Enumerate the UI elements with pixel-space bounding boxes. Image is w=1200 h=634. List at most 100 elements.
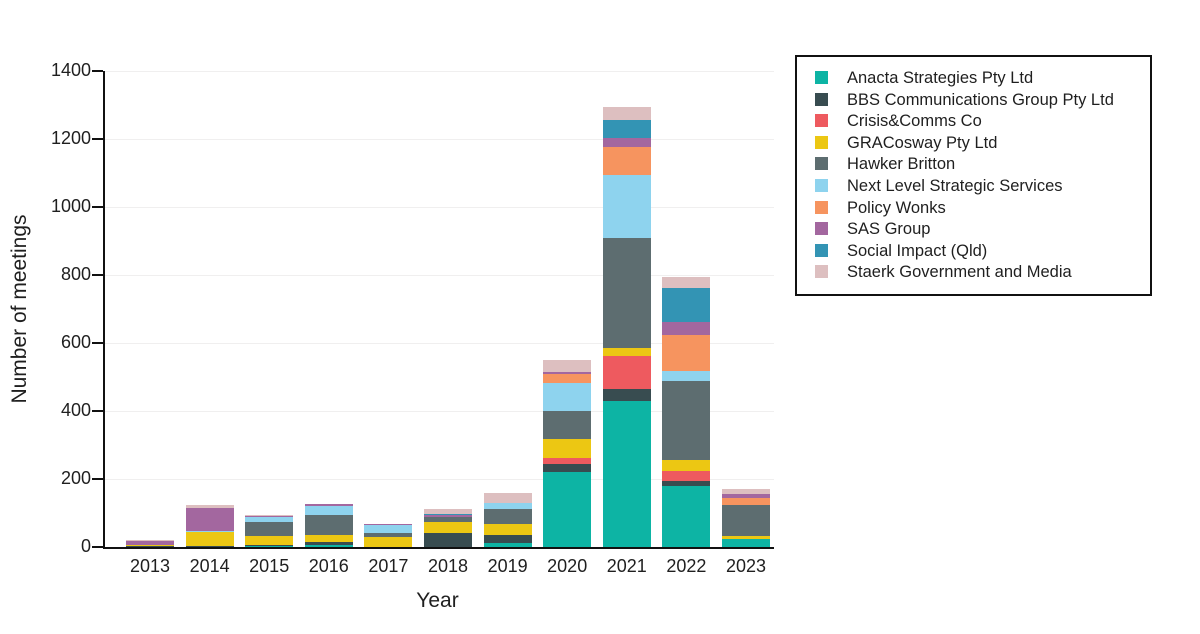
legend-item: Staerk Government and Media bbox=[815, 262, 1138, 284]
legend-swatch-icon bbox=[815, 71, 828, 84]
bar-segment-2017-gracosway-pty-ltd bbox=[364, 537, 413, 547]
legend-item: GRACosway Pty Ltd bbox=[815, 133, 1138, 155]
legend-label: Anacta Strategies Pty Ltd bbox=[847, 69, 1034, 87]
ytick-label-0: 0 bbox=[80, 536, 91, 556]
bar-segment-2018-sas-group bbox=[424, 515, 472, 517]
xtick-label-2021: 2021 bbox=[606, 556, 647, 576]
bar-segment-2022-hawker-britton bbox=[662, 381, 711, 460]
bar-2019 bbox=[483, 492, 532, 547]
bar-segment-2015-next-level-strategic-services bbox=[245, 517, 294, 522]
bar-segment-2019-hawker-britton bbox=[483, 508, 532, 524]
bar-segment-2013-sas-group bbox=[126, 541, 174, 545]
bar-segment-2022-bbs-communications-group-pty-ltd bbox=[662, 481, 711, 487]
x-axis-title: Year bbox=[416, 589, 459, 612]
bar-segment-2017-sas-group bbox=[364, 524, 413, 526]
bar-segment-2022-crisis-comms-co bbox=[662, 471, 711, 482]
bar-segment-2021-next-level-strategic-services bbox=[602, 175, 651, 238]
xtick-label-2018: 2018 bbox=[427, 556, 469, 576]
ytick-label-1400: 1400 bbox=[50, 60, 91, 80]
bar-segment-2019-gracosway-pty-ltd bbox=[483, 523, 532, 535]
bar-segment-2020-staerk-government-and-media bbox=[543, 359, 592, 372]
bar-segment-2015-hawker-britton bbox=[245, 521, 294, 537]
bar-segment-2021-staerk-government-and-media bbox=[602, 107, 651, 120]
ytick-label-1000: 1000 bbox=[50, 196, 91, 216]
legend-label: BBS Communications Group Pty Ltd bbox=[847, 90, 1114, 109]
bar-2015 bbox=[245, 514, 294, 547]
bar-2017 bbox=[364, 524, 413, 547]
bar-segment-2018-bbs-communications-group-pty-ltd bbox=[424, 533, 472, 547]
legend-label: SAS Group bbox=[847, 220, 931, 239]
legend-item: Hawker Britton bbox=[815, 154, 1138, 176]
bar-segment-2023-sas-group bbox=[722, 493, 770, 499]
bar-segment-2015-anacta-strategies-pty-ltd bbox=[245, 546, 294, 547]
bar-segment-2018-gracosway-pty-ltd bbox=[424, 521, 472, 534]
ytick-mark-800 bbox=[92, 274, 103, 276]
bar-segment-2020-policy-wonks bbox=[543, 374, 592, 383]
bar-segment-2019-anacta-strategies-pty-ltd bbox=[483, 542, 532, 547]
xtick-label-2022: 2022 bbox=[666, 556, 707, 576]
ytick-mark-1400 bbox=[92, 70, 103, 72]
ytick-label-400: 400 bbox=[60, 400, 91, 420]
legend-label: GRACosway Pty Ltd bbox=[847, 133, 998, 152]
bar-segment-2016-anacta-strategies-pty-ltd bbox=[304, 544, 353, 547]
ytick-label-1200: 1200 bbox=[50, 128, 91, 148]
ytick-label-800: 800 bbox=[60, 264, 91, 284]
legend-swatch-icon bbox=[815, 200, 828, 214]
legend-item: Next Level Strategic Services bbox=[815, 176, 1138, 198]
bar-segment-2020-hawker-britton bbox=[543, 411, 592, 440]
bar-segment-2014-staerk-government-and-media bbox=[185, 504, 234, 508]
bar-segment-2022-next-level-strategic-services bbox=[662, 370, 711, 382]
bar-segment-2016-sas-group bbox=[304, 504, 353, 507]
legend-swatch-icon bbox=[815, 114, 828, 128]
xtick-label-2020: 2020 bbox=[547, 556, 588, 576]
gridline-1200 bbox=[105, 138, 774, 140]
bar-segment-2015-staerk-government-and-media bbox=[245, 514, 294, 517]
gridline-1400 bbox=[105, 70, 774, 72]
gridline-400 bbox=[105, 410, 774, 412]
ytick-mark-1200 bbox=[92, 138, 103, 140]
bar-segment-2020-crisis-comms-co bbox=[543, 457, 592, 465]
legend: Anacta Strategies Pty Ltd BBS Communicati… bbox=[795, 55, 1152, 296]
bar-segment-2018-staerk-government-and-media bbox=[424, 509, 472, 515]
bar-segment-2021-sas-group bbox=[602, 138, 651, 148]
bar-segment-2015-sas-group bbox=[245, 516, 294, 518]
legend-label: Next Level Strategic Services bbox=[847, 176, 1063, 195]
legend-swatch-icon bbox=[815, 265, 828, 279]
bar-segment-2016-hawker-britton bbox=[304, 515, 353, 536]
ytick-label-600: 600 bbox=[60, 332, 91, 352]
xtick-label-2013: 2013 bbox=[129, 556, 171, 576]
bar-segment-2018-social-impact-qld- bbox=[424, 514, 472, 516]
bar-2018 bbox=[424, 509, 472, 547]
legend-item: Policy Wonks bbox=[815, 198, 1138, 220]
xtick-label-2017: 2017 bbox=[368, 556, 409, 576]
bar-segment-2013-staerk-government-and-media bbox=[126, 540, 174, 542]
bar-segment-2013-bbs-communications-group-pty-ltd bbox=[126, 546, 174, 547]
gridline-200 bbox=[105, 478, 774, 480]
bar-segment-2014-bbs-communications-group-pty-ltd bbox=[185, 545, 234, 547]
ytick-mark-200 bbox=[92, 478, 103, 480]
bar-segment-2022-sas-group bbox=[662, 321, 711, 335]
gridline-800 bbox=[105, 274, 774, 276]
legend-swatch-icon bbox=[815, 135, 828, 149]
xtick-label-2014: 2014 bbox=[189, 556, 230, 576]
bar-2021 bbox=[602, 107, 651, 547]
bar-segment-2022-staerk-government-and-media bbox=[662, 276, 711, 289]
legend-swatch-icon bbox=[815, 178, 828, 192]
legend-label: Hawker Britton bbox=[847, 155, 956, 174]
bar-segment-2020-sas-group bbox=[543, 371, 592, 375]
bar-segment-2016-bbs-communications-group-pty-ltd bbox=[304, 541, 353, 545]
bar-segment-2018-hawker-britton bbox=[424, 516, 472, 522]
bar-segment-2013-gracosway-pty-ltd bbox=[126, 544, 174, 547]
bar-2022 bbox=[662, 276, 711, 547]
legend-swatch-icon bbox=[815, 243, 828, 257]
bar-segment-2021-gracosway-pty-ltd bbox=[602, 347, 651, 356]
bar-segment-2016-next-level-strategic-services bbox=[304, 506, 353, 516]
bar-segment-2020-next-level-strategic-services bbox=[543, 382, 592, 412]
plot-area: 0 200 400 600 800 1000 1200 1400 2013 2014 2015 20… bbox=[51, 61, 774, 576]
legend-label: Staerk Government and Media bbox=[847, 263, 1072, 282]
ytick-mark-0 bbox=[92, 546, 103, 548]
ytick-label-200: 200 bbox=[60, 468, 91, 488]
bar-segment-2022-policy-wonks bbox=[662, 334, 711, 371]
y-axis-title: Number of meetings bbox=[8, 214, 31, 404]
bar-segment-2023-staerk-government-and-media bbox=[722, 488, 770, 494]
